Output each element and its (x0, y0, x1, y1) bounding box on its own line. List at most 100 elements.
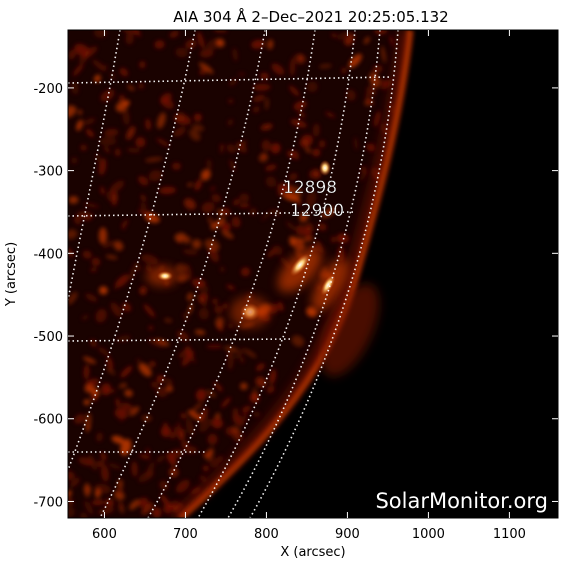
chromosphere-cell (235, 142, 248, 153)
chromosphere-cell (265, 97, 269, 110)
chromosphere-cell (74, 216, 81, 225)
solar-disk (68, 30, 410, 518)
chromosphere-cell (156, 138, 170, 147)
chromosphere-cell (211, 194, 221, 203)
chromosphere-cell (93, 30, 107, 38)
chromosphere-cell (145, 118, 151, 131)
chromosphere-cell (164, 318, 173, 323)
chromosphere-cell (111, 192, 118, 206)
chromosphere-cell (308, 168, 322, 179)
chromosphere-cell (138, 362, 152, 377)
chromosphere-cell (292, 150, 300, 160)
region-label-12898: 12898 (283, 178, 337, 198)
chromosphere-cell (173, 127, 186, 137)
chromosphere-cell (177, 273, 188, 283)
chromosphere-cell (337, 31, 350, 40)
chromosphere-cell (110, 302, 122, 317)
chromosphere-cell (81, 314, 89, 321)
y-tick-label: -300 (33, 165, 63, 180)
chromosphere-cell (331, 236, 336, 243)
chromosphere-cell (239, 193, 250, 203)
chromosphere-cell (182, 249, 198, 255)
x-axis: 600 700 800 900 1000 1100 (92, 30, 526, 542)
chromosphere-cell (88, 454, 98, 471)
chromosphere-cell (373, 110, 381, 127)
chromosphere-cell (337, 245, 345, 262)
chromosphere-cell (277, 301, 284, 312)
chromosphere-cell (209, 457, 220, 468)
chromosphere-cell (299, 212, 309, 222)
chromosphere-cell (156, 455, 165, 463)
chromosphere-cell (148, 325, 154, 330)
chromosphere-cell (131, 461, 138, 477)
chromosphere-cell (177, 421, 181, 434)
chromosphere-cell (138, 83, 144, 89)
chromosphere-cell (325, 111, 336, 118)
chromosphere-cell (240, 267, 251, 277)
chromosphere-cell (231, 216, 241, 228)
chromosphere-cell (226, 284, 236, 290)
chromosphere-cell (260, 72, 269, 80)
chromosphere-cell (83, 118, 96, 125)
chromosphere-cell (271, 208, 281, 216)
chromosphere-cell (122, 383, 127, 388)
chromosphere-cell (227, 353, 234, 371)
chromosphere-cell (224, 346, 239, 353)
chromosphere-cell (305, 225, 312, 240)
chromosphere-cell (192, 124, 205, 132)
chromosphere-cell (178, 349, 190, 358)
active-region-core (320, 274, 336, 296)
chromosphere-cell (146, 461, 155, 477)
chromosphere-cell (85, 216, 92, 221)
y-tick-label: -500 (33, 330, 63, 345)
chromosphere-cell (84, 500, 94, 515)
y-axis: -200 -300 -400 -500 -600 -700 (33, 82, 558, 510)
chromosphere-cell (289, 58, 296, 77)
chromosphere-cell (116, 487, 124, 495)
chromosphere-cell (174, 114, 191, 125)
active-regions (146, 160, 380, 377)
chromosphere-cell (115, 100, 128, 112)
chromosphere-cell (346, 89, 356, 101)
chromosphere-cell (336, 233, 349, 244)
chromosphere-cell (228, 98, 234, 104)
chromosphere-cell (138, 176, 149, 186)
chromosphere-cell (272, 245, 283, 256)
chromosphere-cell (249, 207, 257, 216)
chromosphere-cell (221, 397, 231, 408)
chromosphere-cell (157, 112, 166, 129)
chromosphere-cell (180, 413, 187, 419)
chromosphere-cell (99, 136, 117, 146)
chromosphere-cell (156, 375, 165, 384)
chromosphere-cell (129, 406, 140, 416)
chromosphere-cell (91, 257, 101, 267)
chromosphere-cell (83, 202, 100, 208)
chromosphere-cell (109, 180, 125, 193)
chromosphere-cell (136, 358, 141, 363)
chromosphere-cell (91, 500, 105, 505)
chromosphere-cell (135, 137, 146, 148)
chromosphere-cell (120, 416, 124, 423)
x-tick-label: 1100 (493, 527, 526, 542)
active-region-glow (230, 296, 270, 328)
chromosphere-cell (211, 417, 223, 429)
limb-prominence (320, 283, 380, 377)
chromosphere-cell (233, 199, 240, 206)
chromosphere-cell (318, 140, 326, 148)
chromosphere-cell (341, 67, 347, 74)
chromosphere-cell (141, 194, 146, 202)
chromosphere-cell (95, 488, 101, 498)
chromosphere-cell (219, 266, 225, 273)
chromosphere-cell (201, 202, 215, 213)
active-region-core (289, 253, 311, 277)
chromosphere-cell (269, 303, 279, 314)
chromosphere-cell (261, 209, 273, 221)
chromosphere-cell (68, 291, 78, 305)
chromosphere-cell (138, 454, 151, 460)
chromosphere-cell (292, 237, 305, 251)
chromosphere-cell (215, 316, 225, 328)
chromosphere-cell (291, 335, 305, 347)
chromosphere-cell (251, 39, 265, 49)
chromosphere-cell (96, 460, 105, 467)
